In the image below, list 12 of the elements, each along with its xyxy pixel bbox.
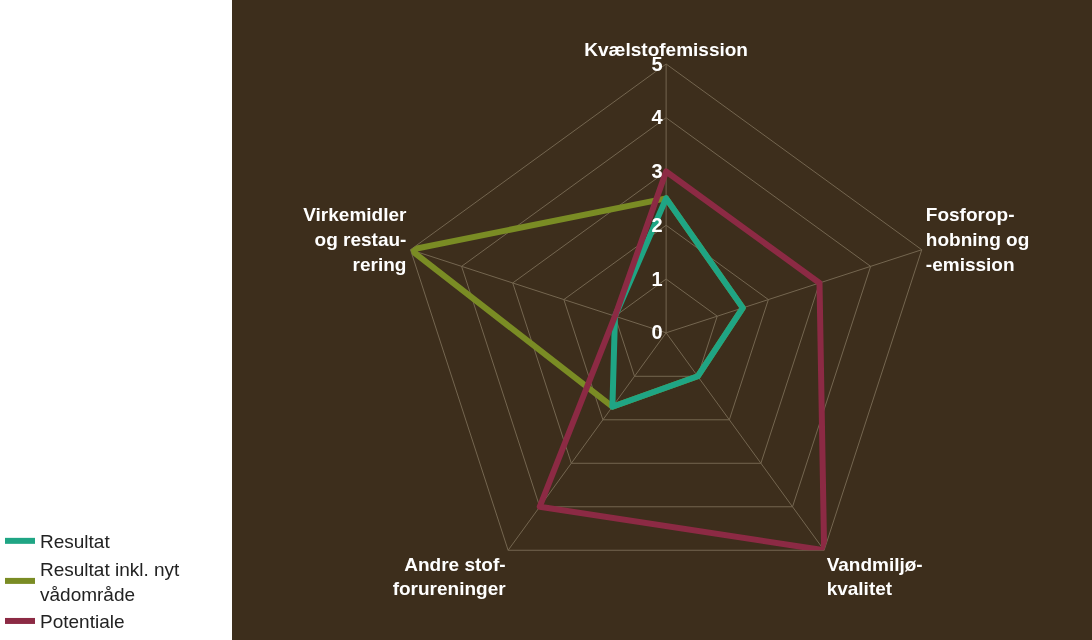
y-tick-label: 1 (651, 267, 663, 290)
y-tick-label: 0 (651, 321, 663, 344)
spoke-label: Andre stof- forureninger (392, 553, 507, 600)
spoke-label: Fosforop- hobning og -emission (925, 204, 1030, 275)
legend-label: Potentiale (40, 611, 125, 633)
legend-label: Resultat inkl. nyt vådområde (40, 558, 181, 605)
legend-label: Resultat (40, 531, 111, 553)
y-tick-label: 4 (651, 106, 664, 129)
spoke-label: Vandmiljø- kvalitet (826, 553, 923, 600)
spoke-label: Virkemidler og restau- rering (303, 204, 407, 275)
y-tick-label: 3 (651, 160, 663, 183)
y-tick-label: 2 (651, 213, 663, 236)
